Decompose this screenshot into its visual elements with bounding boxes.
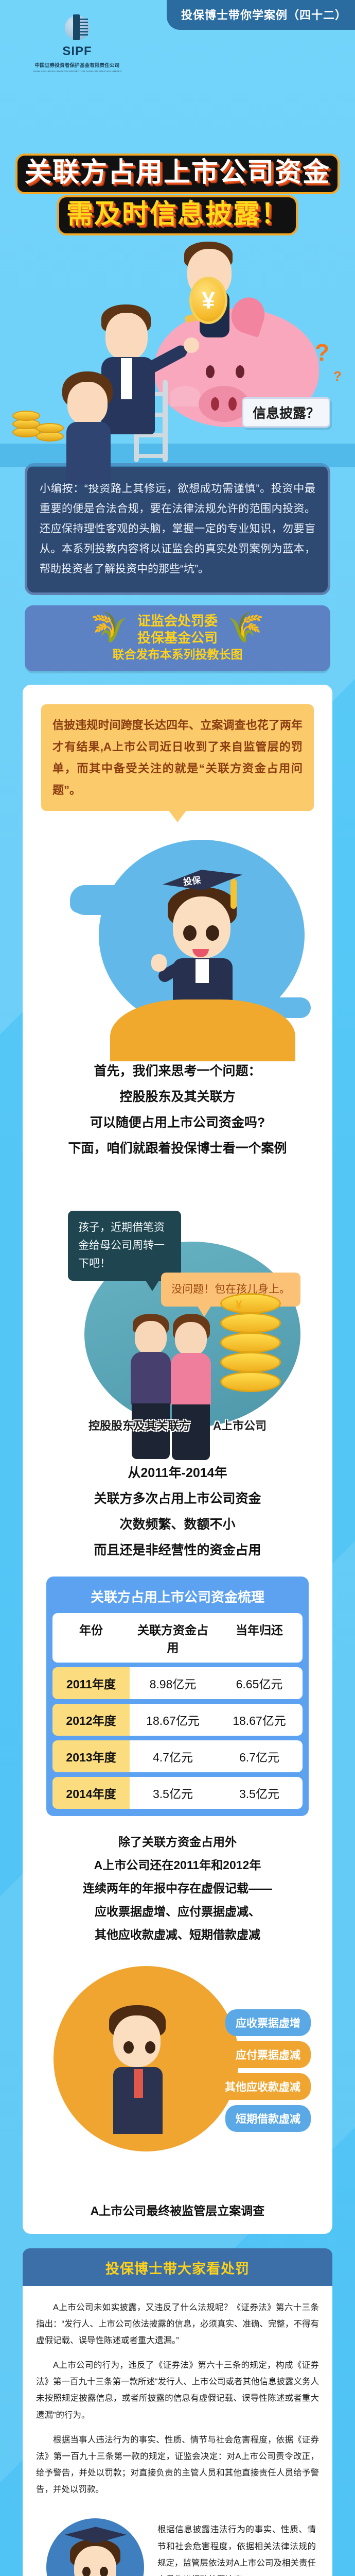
flow-note-line-5: 其他应收款虚减、短期借款虚减 (95, 1927, 260, 1941)
occupied-funds-table: 关联方占用上市公司资金梳理 年份 关联方资金占用 当年归还 2011年度 8.9… (46, 1577, 309, 1817)
period-line-4: 而且还是非经营性的资金占用 (94, 1543, 261, 1558)
hero-title-line-2: 需及时信息披露！ (59, 197, 296, 234)
period-line-1: 从2011年-2014年 (128, 1466, 227, 1481)
series-tab: 投保博士带你学案例（四十二） (166, 0, 355, 30)
flow-tag-receivable-notes: 应收票据虚增 (225, 2009, 311, 2036)
intro-line-4: 下面，咱们就跟着投保博士看一个案例 (68, 1141, 287, 1156)
hero-title: 关联方占用上市公司资金 需及时信息披露！ (0, 155, 355, 239)
publisher-line-2: 投保基金公司 (137, 630, 218, 646)
ground-strip (0, 444, 355, 468)
table-header-returned: 当年归还 (216, 1613, 303, 1663)
label-controlling-shareholder: 控股股东及其关联方 (88, 1419, 191, 1433)
page-header: 投保博士带你学案例（四十二） SIPF 中国证券投资者保护基金有限责任公司 CH… (0, 0, 355, 155)
table-row: 2011年度 8.98亿元 6.65亿元 (52, 1667, 303, 1700)
joint-publisher-ribbon: 🌾 🌾 证监会处罚委 投保基金公司 联合发布本系列投教长图 (25, 605, 330, 672)
child-speech-text: 没问题！包在孩儿身上。 (171, 1283, 290, 1296)
logo-english-name: CHINA SECURITIES INVESTOR PROTECTION FUN… (32, 70, 122, 73)
intro-line-1: 首先，我们来思考一个问题： (94, 1064, 261, 1079)
publisher-line-1: 证监会处罚委 (137, 613, 218, 629)
table-cell-returned: 18.67亿元 (216, 1704, 303, 1736)
table-title: 关联方占用上市公司资金梳理 (90, 1589, 264, 1605)
hero-illustration: ¥ ? ? 信息披露？ (0, 242, 355, 484)
lead-paragraph: 信披违规时间跨度长达四年、立案调查也花了两年才有结果,A上市公司近日收到了来自监… (41, 704, 314, 823)
graduation-cap-label: 投保 (183, 875, 202, 888)
gold-coin-icon: ¥ (189, 277, 227, 325)
intro-question-block: 首先，我们来思考一个问题： 控股股东及其关联方 可以随便占用上市公司资金吗? 下… (33, 1058, 322, 1161)
lead-paragraph-text: 信披违规时间跨度长达四年、立案调查也花了两年才有结果,A上市公司近日收到了来自监… (52, 719, 303, 796)
disclosure-bubble: 信息披露？ (242, 397, 331, 428)
table-header-year: 年份 (52, 1613, 130, 1663)
laurel-branch-left-icon: 🌾 (91, 611, 128, 645)
table-cell-returned: 6.7亿元 (216, 1740, 303, 1773)
period-note-block: 从2011年-2014年 关联方多次占用上市公司资金 次数频繁、数额不小 而且还… (33, 1460, 322, 1563)
table-cell-returned: 3.5亿元 (216, 1777, 303, 1809)
parent-speech-bubble: 孩子，近期借笔资金给母公司周转一下吧！ (68, 1211, 181, 1292)
table-cell-occupied: 4.7亿元 (130, 1740, 216, 1773)
table-cell-year: 2013年度 (52, 1740, 130, 1773)
logo-chinese-name: 中国证券投资者保护基金有限责任公司 (34, 63, 120, 69)
doctor-advice-text: 根据信息披露违法行为的事实、性质、情节和社会危害程度，依据相关法律法规的规定，监… (157, 2525, 316, 2576)
flow-note-line-4: 应收票据虚增、应付票据虚减、 (95, 1904, 260, 1918)
penalty-banner-text: 投保博士带大家看处罚 (105, 2261, 250, 2277)
table-cell-occupied: 3.5亿元 (130, 1777, 216, 1809)
flow-note-line-2: A上市公司还在2011年和2012年 (94, 1858, 261, 1872)
period-line-2: 关联方多次占用上市公司资金 (94, 1492, 261, 1506)
table-cell-occupied: 8.98亿元 (130, 1667, 216, 1700)
investigation-caption: A上市公司最终被监管层立案调查 (90, 2204, 265, 2217)
table-cell-returned: 6.65亿元 (216, 1667, 303, 1700)
penalty-section-banner: 投保博士带大家看处罚 (23, 2248, 332, 2286)
logo-abbreviation: SIPF (62, 44, 92, 58)
table-row: 2013年度 4.7亿元 6.7亿元 (52, 1740, 303, 1773)
doctor-advice-illustration: 根据信息披露违法行为的事实、性质、情节和社会危害程度，依据相关法律法规的规定，监… (36, 2506, 319, 2576)
table-cell-year: 2012年度 (52, 1704, 130, 1736)
main-content-card: 信披违规时间跨度长达四年、立案调查也花了两年才有结果,A上市公司近日收到了来自监… (23, 685, 332, 2234)
question-mark-small-icon: ? (333, 368, 342, 384)
penalty-paragraph-1: A上市公司未如实披露，又违反了什么法规呢？《证券法》第六十三条指出：“发行人、上… (36, 2302, 319, 2345)
period-line-3: 次数频繁、数额不小 (119, 1517, 236, 1532)
table-row: 2012年度 18.67亿元 18.67亿元 (52, 1704, 303, 1736)
table-header-occupied: 关联方资金占用 (130, 1613, 216, 1663)
publisher-line-3: 联合发布本系列投教长图 (112, 648, 243, 662)
false-record-note: 除了关联方资金占用外 A上市公司还在2011年和2012年 连续两年的年报中存在… (37, 1831, 318, 1946)
shareholder-dialog-illustration: 孩子，近期借笔资金给母公司周转一下吧！ 没问题！包在孩儿身上。 ¥ (23, 1175, 332, 1461)
flow-tag-short-term-loans: 短期借款虚减 (225, 2105, 311, 2132)
table-cell-year: 2014年度 (52, 1777, 130, 1809)
editor-note: 小编按：“投资路上其修远，欲想成功需谨慎”。投资中最重要的便是合法合规，要在法律… (25, 463, 330, 596)
flow-note-line-3: 连续两年的年报中存在虚假记载—— (83, 1882, 272, 1895)
penalty-paragraph-2: A上市公司的行为，违反了《证券法》第六十三条的规定，构成《证券法》第一百九十三条… (36, 2361, 319, 2420)
intro-line-3: 可以随便占用上市公司资金吗? (90, 1115, 265, 1130)
penalty-section-card: A上市公司未如实披露，又违反了什么法规呢？《证券法》第六十三条指出：“发行人、上… (23, 2285, 332, 2576)
intro-line-2: 控股股东及其关联方 (119, 1090, 236, 1105)
label-listed-company: A上市公司 (213, 1419, 267, 1433)
flow-tag-other-receivables: 其他应收款虚减 (215, 2073, 311, 2100)
flow-note-line-1: 除了关联方资金占用外 (118, 1835, 237, 1849)
sipf-logo-icon (63, 14, 92, 43)
question-mark-icon: ? (315, 339, 330, 366)
laurel-branch-right-icon: 🌾 (227, 611, 264, 645)
hero-title-line-1: 关联方占用上市公司资金 (17, 156, 338, 192)
table-row: 2014年度 3.5亿元 3.5亿元 (52, 1777, 303, 1809)
table-header-row: 年份 关联方资金占用 当年归还 (52, 1613, 303, 1663)
parent-speech-text: 孩子，近期借笔资金给母公司周转一下吧！ (78, 1222, 165, 1269)
scene-labels: 控股股东及其关联方 A上市公司 (23, 1417, 332, 1433)
sipf-logo: SIPF 中国证券投资者保护基金有限责任公司 CHINA SECURITIES … (28, 14, 126, 73)
piggy-bank-icon (154, 293, 319, 428)
flow-tag-payable-notes: 应付票据虚减 (225, 2041, 311, 2068)
table-cell-occupied: 18.67亿元 (130, 1704, 216, 1736)
false-record-illustration: 应收票据虚增 应付票据虚减 其他应收款虚减 短期借款虚减 (23, 1956, 332, 2198)
table-cell-year: 2011年度 (52, 1667, 130, 1700)
doctor-illustration: 投保 (23, 829, 332, 1062)
penalty-paragraph-3: 根据当事人违法行为的事实、性质、情节与社会危害程度，依据《证券法》第一百九十三条… (36, 2435, 319, 2495)
